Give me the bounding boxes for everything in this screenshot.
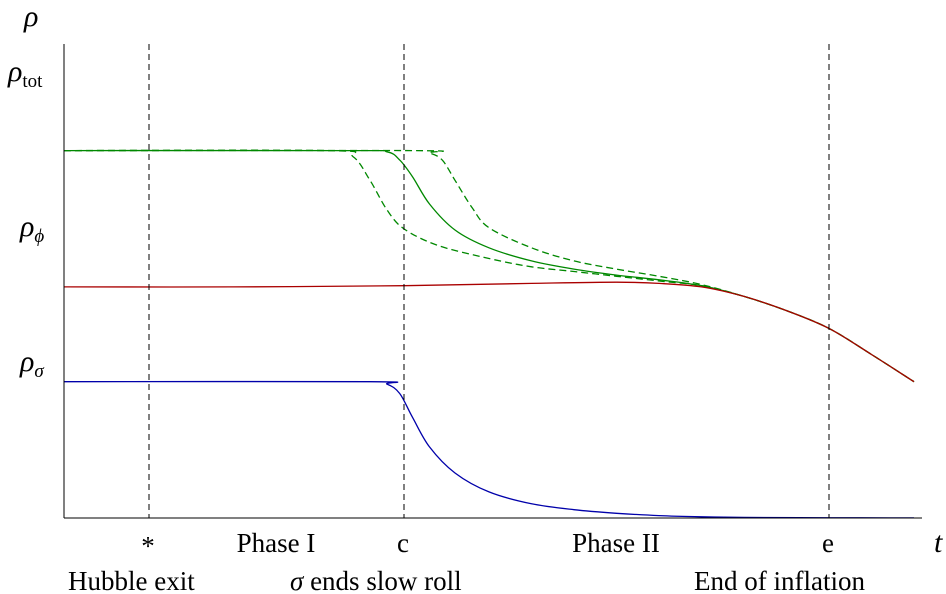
curve-rho-tot-solid — [63, 149, 915, 383]
caption-end-of-inflation: End of inflation — [694, 566, 865, 594]
y-tick-label-rho-sigma: ρσ — [19, 345, 44, 382]
curve-rho-tot-dashed-late — [63, 149, 915, 383]
phase-label-1: Phase I — [237, 528, 316, 558]
marker-symbol-e: e — [822, 528, 834, 558]
caption-hubble-exit: Hubble exit — [68, 566, 195, 594]
x-axis-label: t — [934, 526, 943, 559]
y-tick-label-rho-phi: ρϕ — [19, 210, 44, 247]
marker-line-layer — [148, 44, 830, 518]
marker-symbol-hubble-exit: * — [141, 531, 155, 561]
caption-sigma-ends-slow-roll: σ ends slow roll — [290, 566, 462, 594]
curve-rho-sigma — [63, 380, 915, 519]
y-tick-label-rho-tot: ρtot — [7, 55, 43, 92]
curve-rho-phi — [63, 281, 915, 383]
curve-rho-tot-dashed-early — [63, 149, 915, 383]
curve-layer — [63, 149, 915, 519]
y-axis-label: ρ — [23, 0, 38, 33]
phase-label-2: Phase II — [572, 528, 660, 558]
marker-symbol-c: c — [397, 528, 409, 558]
